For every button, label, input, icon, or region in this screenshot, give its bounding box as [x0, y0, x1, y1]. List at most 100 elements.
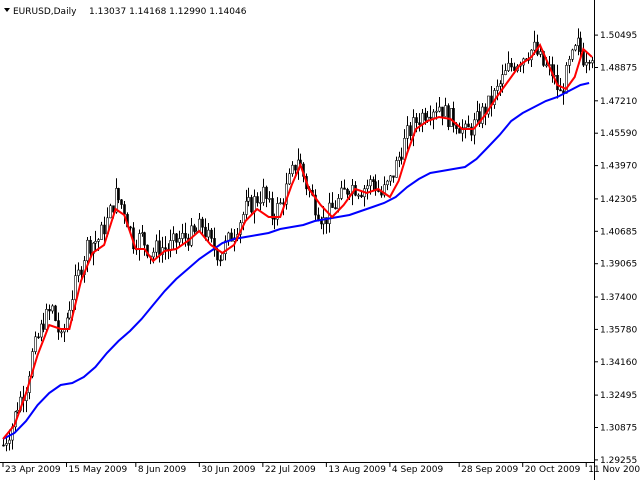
candle[interactable]	[334, 200, 337, 210]
candle[interactable]	[207, 222, 210, 242]
candle[interactable]	[224, 235, 227, 261]
candle[interactable]	[340, 180, 343, 201]
dropdown-triangle-icon[interactable]	[4, 8, 10, 12]
candle[interactable]	[418, 113, 421, 132]
candle[interactable]	[213, 227, 216, 257]
candle[interactable]	[507, 51, 510, 72]
candle[interactable]	[377, 180, 380, 193]
candle[interactable]	[48, 304, 51, 321]
candle[interactable]	[389, 175, 392, 186]
candle[interactable]	[181, 223, 184, 245]
candle[interactable]	[533, 30, 536, 55]
candle[interactable]	[256, 192, 259, 207]
candle[interactable]	[294, 164, 297, 175]
candle[interactable]	[80, 266, 83, 279]
candle[interactable]	[406, 116, 409, 150]
candle[interactable]	[100, 221, 103, 240]
candle[interactable]	[103, 216, 106, 243]
candle[interactable]	[395, 156, 398, 178]
candle[interactable]	[366, 179, 369, 200]
candle[interactable]	[143, 231, 146, 256]
candle[interactable]	[34, 331, 37, 355]
candle[interactable]	[68, 301, 71, 320]
candle[interactable]	[276, 197, 279, 226]
candle[interactable]	[291, 161, 294, 177]
candle[interactable]	[452, 101, 455, 133]
candle[interactable]	[470, 123, 473, 142]
candle[interactable]	[481, 102, 484, 129]
candle[interactable]	[447, 103, 450, 131]
candle[interactable]	[51, 304, 54, 314]
candle[interactable]	[219, 255, 222, 267]
candle[interactable]	[444, 97, 447, 117]
candle[interactable]	[175, 232, 178, 254]
candle[interactable]	[210, 228, 213, 243]
candle[interactable]	[441, 106, 444, 126]
candle[interactable]	[77, 262, 80, 283]
candle[interactable]	[190, 217, 193, 248]
candle[interactable]	[42, 312, 45, 333]
candle[interactable]	[8, 429, 11, 451]
candle[interactable]	[346, 187, 349, 199]
candle[interactable]	[259, 191, 262, 211]
candle[interactable]	[221, 253, 224, 261]
candle[interactable]	[487, 95, 490, 118]
candle[interactable]	[120, 199, 123, 209]
candle[interactable]	[400, 147, 403, 165]
candle[interactable]	[193, 223, 196, 234]
candle[interactable]	[510, 57, 513, 72]
candle[interactable]	[435, 102, 438, 120]
candle[interactable]	[343, 179, 346, 190]
candle[interactable]	[357, 193, 360, 200]
candle[interactable]	[94, 230, 97, 251]
candle[interactable]	[115, 178, 118, 214]
candle[interactable]	[262, 178, 265, 206]
candle[interactable]	[117, 187, 120, 204]
candle[interactable]	[588, 59, 591, 71]
candle[interactable]	[314, 189, 317, 221]
candle[interactable]	[392, 175, 395, 183]
candle[interactable]	[250, 194, 253, 214]
candle[interactable]	[271, 191, 274, 226]
candle[interactable]	[164, 236, 167, 260]
candle[interactable]	[247, 187, 250, 207]
candle[interactable]	[559, 77, 562, 92]
candle[interactable]	[279, 198, 282, 205]
candle[interactable]	[265, 185, 268, 208]
candle[interactable]	[591, 56, 594, 69]
candle[interactable]	[360, 191, 363, 198]
price-tick-label: 1.40685	[600, 227, 637, 237]
candle[interactable]	[109, 203, 112, 219]
candle[interactable]	[201, 216, 204, 236]
candle[interactable]	[467, 115, 470, 128]
candle[interactable]	[585, 52, 588, 74]
candle[interactable]	[386, 179, 389, 191]
candle[interactable]	[57, 312, 60, 340]
candle[interactable]	[5, 438, 8, 452]
candle[interactable]	[245, 189, 248, 220]
candle-body	[120, 199, 123, 205]
candle[interactable]	[574, 44, 577, 52]
candle[interactable]	[288, 168, 291, 185]
candle[interactable]	[268, 191, 271, 203]
candle[interactable]	[325, 217, 328, 234]
candle[interactable]	[429, 105, 432, 126]
candle[interactable]	[409, 122, 412, 141]
candle[interactable]	[37, 332, 40, 339]
candle[interactable]	[458, 122, 461, 134]
candle[interactable]	[54, 304, 57, 322]
candle[interactable]	[438, 96, 441, 113]
candle[interactable]	[155, 234, 158, 258]
candle[interactable]	[372, 176, 375, 192]
candle[interactable]	[172, 226, 175, 251]
candle[interactable]	[568, 55, 571, 74]
candle-body	[501, 74, 504, 85]
candle[interactable]	[40, 319, 43, 342]
candle[interactable]	[571, 48, 574, 62]
candle[interactable]	[461, 119, 464, 142]
candle[interactable]	[178, 230, 181, 247]
candle[interactable]	[504, 63, 507, 76]
candle[interactable]	[331, 192, 334, 208]
